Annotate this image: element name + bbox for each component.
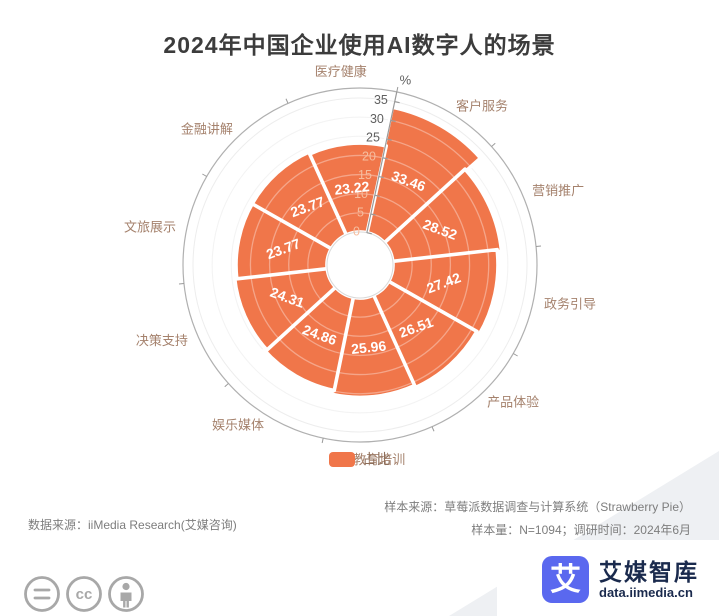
- angle-axis-tick: [491, 142, 496, 147]
- radial-tick-label: 30: [370, 112, 384, 126]
- radial-axis-tick: [382, 157, 388, 160]
- footnote-data-source: 数据来源：iiMedia Research(艾媒咨询): [28, 518, 237, 532]
- category-label-1: 营销推广: [532, 183, 584, 198]
- person-icon: [108, 576, 144, 612]
- value-label: 25.96: [350, 337, 387, 357]
- grid-ring-overlay: [307, 212, 413, 318]
- footnotes-right: 样本来源：草莓派数据调查与计算系统（Strawberry Pie） 样本量：N=…: [384, 496, 691, 542]
- logo-panel-backdrop: [497, 540, 719, 616]
- cc-icon: cc: [66, 576, 102, 612]
- radial-tick-label: 10: [354, 187, 368, 201]
- brand-name: 艾媒智库: [599, 559, 699, 585]
- angle-axis-tick: [202, 173, 207, 177]
- legend-label[interactable]: 占比: [362, 451, 391, 467]
- license-icons: cc: [24, 576, 144, 612]
- center-hole: [326, 231, 394, 299]
- radial-tick-label: 0: [353, 224, 360, 238]
- radial-tick-label: 15: [358, 168, 372, 182]
- radial-axis-tick: [390, 119, 396, 123]
- radial-axis-unit: %: [400, 72, 412, 87]
- brand-site-url: data.iimedia.cn: [599, 585, 693, 600]
- category-label-9: 医疗健康: [315, 64, 367, 79]
- radial-tick-label: 5: [357, 206, 364, 220]
- brand-logo: 艾 艾媒智库 data.iimedia.cn: [542, 556, 699, 603]
- brand-logo-icon: 艾: [542, 556, 589, 603]
- angle-axis-tick: [321, 438, 324, 444]
- angle-axis-tick: [431, 426, 435, 432]
- radial-tick-label: 35: [374, 93, 388, 107]
- category-label-4: 教育培训: [353, 452, 405, 467]
- radial-axis-tick: [378, 175, 384, 179]
- category-label-0: 客户服务: [456, 99, 508, 114]
- grid-ring-overlay: [268, 173, 452, 357]
- angle-axis-tick: [396, 86, 399, 92]
- page-title: 2024年中国企业使用AI数字人的场景: [163, 32, 556, 58]
- angle-axis-tick: [513, 353, 518, 357]
- category-label-8: 金融讲解: [181, 121, 233, 136]
- angle-axis-tick: [224, 383, 229, 388]
- radial-axis-tick: [370, 213, 376, 216]
- value-label: 23.22: [334, 178, 371, 198]
- grid-ring-overlay: [211, 116, 509, 414]
- grid-ring-overlay: [288, 193, 432, 337]
- grid-ring-overlay: [249, 154, 471, 376]
- equals-icon: [24, 576, 60, 612]
- footnote-sample-source: 样本来源：草莓派数据调查与计算系统（Strawberry Pie）: [384, 500, 691, 514]
- radial-axis-tick: [394, 101, 400, 104]
- radial-axis-tick: [386, 138, 392, 141]
- grid-ring-overlay: [230, 135, 490, 395]
- radial-tick-label: 20: [362, 149, 376, 163]
- category-label-3: 产品体验: [487, 395, 539, 410]
- angle-axis-tick: [178, 283, 185, 285]
- category-label-5: 娱乐媒体: [212, 417, 264, 432]
- angle-axis-tick: [285, 98, 289, 104]
- legend-swatch[interactable]: [328, 451, 355, 467]
- grid-ring: [211, 116, 509, 414]
- category-label-2: 政务引导: [544, 296, 596, 311]
- radial-axis-tick: [374, 194, 380, 197]
- angle-axis-tick: [535, 245, 542, 247]
- category-label-6: 决策支持: [136, 333, 188, 348]
- footnote-sample-size: 样本量：N=1094；调研时间：2024年6月: [471, 523, 691, 537]
- category-label-7: 文旅展示: [124, 220, 176, 235]
- svg-text:cc: cc: [76, 586, 93, 603]
- radial-axis-line: [366, 91, 398, 233]
- grid-ring: [192, 97, 528, 433]
- radial-axis-tick: [366, 232, 372, 235]
- polar-outline: [182, 87, 538, 443]
- radial-tick-label: 25: [366, 131, 380, 145]
- legend: 占比: [0, 449, 719, 469]
